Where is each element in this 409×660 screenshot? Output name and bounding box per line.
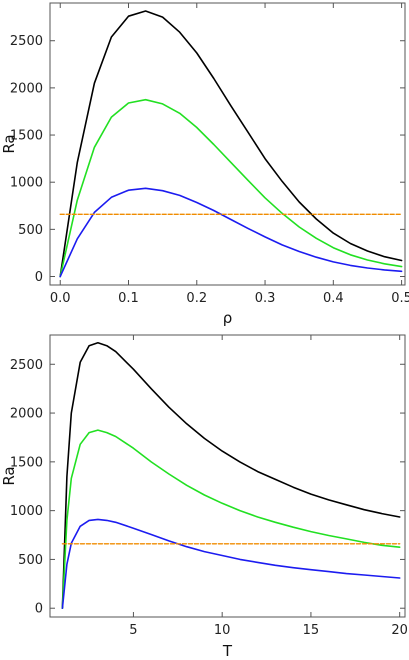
x-tick-label: 10 (214, 623, 231, 638)
x-tick-label: 0.4 (323, 291, 344, 306)
x-tick-label: 0.0 (50, 291, 71, 306)
x-tick-label: 0.3 (255, 291, 276, 306)
series-line-green (59, 98, 403, 278)
x-tick-label: 20 (391, 623, 408, 638)
y-tick-label: 0 (35, 602, 43, 617)
y-tick-label: 1500 (10, 129, 43, 144)
y-axis-label: Ra (0, 134, 18, 153)
series-line-blue (61, 518, 401, 610)
y-tick-label: 500 (18, 553, 43, 568)
plot-frame (49, 2, 406, 286)
x-tick-label: 0.5 (391, 291, 409, 306)
x-tick-label: 0.2 (186, 291, 207, 306)
series-line-blue (59, 187, 403, 278)
x-tick-label: 0.1 (118, 291, 139, 306)
x-tick-label: 15 (303, 623, 320, 638)
y-tick-label: 1500 (10, 455, 43, 470)
x-axis-label: ρ (223, 309, 233, 327)
series-line-green (61, 429, 401, 610)
x-tick-label: 5 (129, 623, 137, 638)
y-tick-label: 1000 (10, 504, 43, 519)
top-chart: 0.0 0.1 0.2 0.3 0.4 0.5 0 500 1000 1500 2000 2500 ρ R… (0, 2, 409, 327)
y-axis-label: Ra (0, 466, 18, 485)
y-tick-label: 2500 (10, 34, 43, 49)
series-line-black (61, 341, 401, 610)
y-tick-label: 500 (18, 223, 43, 238)
y-tick-label: 1000 (10, 176, 43, 191)
plot-frame (49, 334, 406, 618)
y-tick-label: 2000 (10, 407, 43, 422)
y-tick-label: 0 (35, 270, 43, 285)
y-tick-label: 2000 (10, 81, 43, 96)
bottom-chart: 5 10 15 20 0 500 1000 1500 2000 2500 T Ra (0, 334, 408, 660)
y-tick-label: 2500 (10, 358, 43, 373)
series-line-black (59, 10, 403, 278)
x-axis-label: T (222, 642, 233, 660)
